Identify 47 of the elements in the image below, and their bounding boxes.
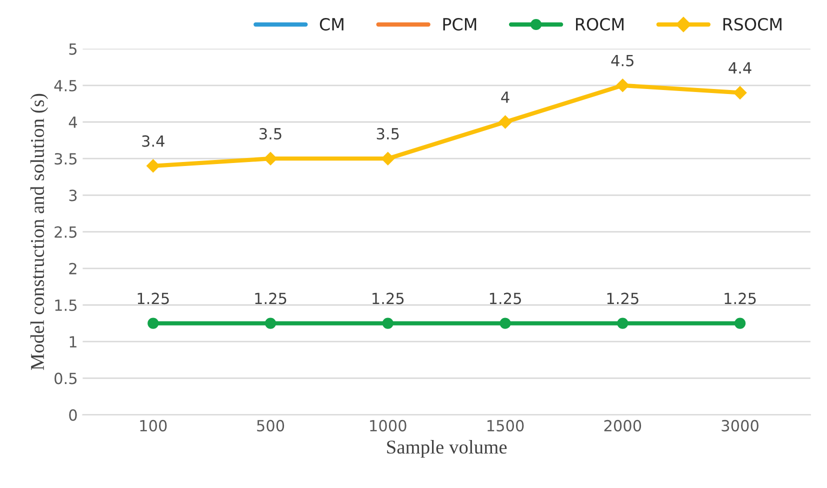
data-label: 1.25 xyxy=(138,292,169,304)
y-tick-label: 3 xyxy=(69,190,77,202)
point xyxy=(264,318,276,329)
y-tick-label: 2.5 xyxy=(54,226,77,238)
point xyxy=(146,159,160,173)
y-tick-label: 1 xyxy=(70,336,76,348)
point xyxy=(733,86,747,100)
y-tick-label: 1.5 xyxy=(55,300,77,312)
x-tick-label: 3000 xyxy=(722,420,758,432)
point xyxy=(264,152,278,166)
x-tick-label: 500 xyxy=(257,420,284,432)
y-tick-label: 4.5 xyxy=(54,80,77,92)
x-tick-label: 1000 xyxy=(370,420,406,432)
point xyxy=(498,115,512,129)
data-label: 1.25 xyxy=(255,292,286,304)
y-tick-label: 3.5 xyxy=(54,153,77,165)
data-label: 3.5 xyxy=(260,128,282,140)
data-label: 1.25 xyxy=(724,292,756,304)
y-tick-label: 0 xyxy=(69,409,77,421)
legend-label: ROCM xyxy=(576,18,624,31)
data-label: 4 xyxy=(501,92,510,103)
data-label: 1.25 xyxy=(607,292,638,304)
y-tick-label: 4 xyxy=(68,116,77,128)
data-label: 3.5 xyxy=(376,128,399,140)
y-tick-label: 2 xyxy=(69,262,76,274)
data-label: 1.25 xyxy=(490,292,521,304)
point xyxy=(617,318,628,329)
point xyxy=(148,318,159,329)
point xyxy=(381,152,394,166)
point xyxy=(500,318,511,329)
x-tick-label: 2000 xyxy=(604,420,642,432)
x-axis-title: Sample volume xyxy=(387,440,507,458)
legend-label: CM xyxy=(320,18,344,31)
data-label: 4.4 xyxy=(728,62,752,74)
point xyxy=(734,318,746,329)
data-label: 1.25 xyxy=(372,292,404,304)
data-label: 3.4 xyxy=(142,135,164,147)
y-tick-label: 0.5 xyxy=(54,372,77,384)
x-tick-label: 100 xyxy=(140,420,167,432)
data-label: 4.5 xyxy=(611,54,634,66)
point xyxy=(382,318,394,329)
y-tick-label: 5 xyxy=(69,43,77,55)
x-tick-label: 1500 xyxy=(488,420,524,432)
point xyxy=(616,78,630,92)
y-axis-title: Model construction and solution (s) xyxy=(30,94,48,370)
legend-label: PCM xyxy=(443,18,476,31)
legend-label: RSOCM xyxy=(723,18,782,31)
